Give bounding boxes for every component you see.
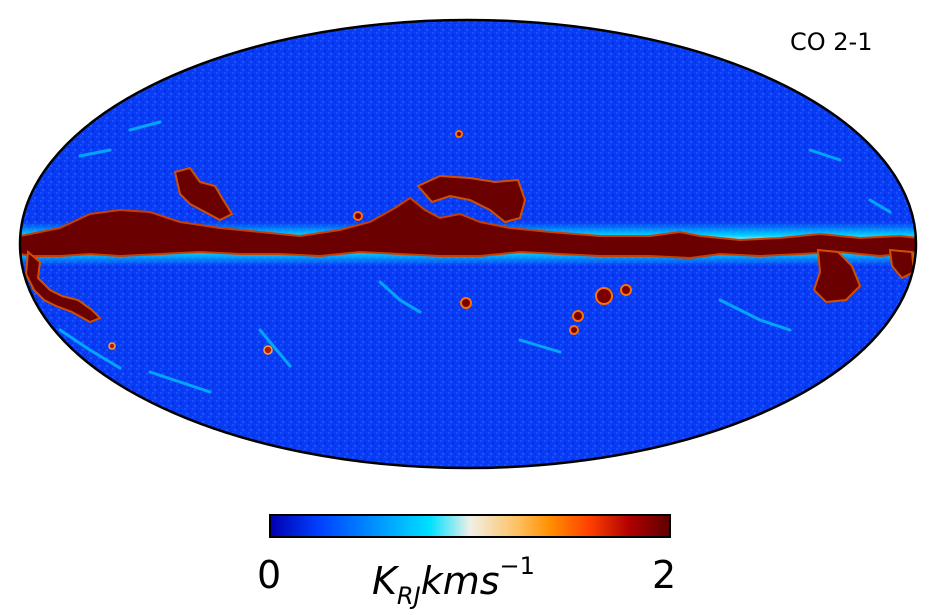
cloud-spot xyxy=(263,345,273,355)
cloud-right-complex xyxy=(812,248,862,304)
map-content xyxy=(20,20,916,468)
colorbar-max-label: 2 xyxy=(652,553,677,597)
faint-filaments xyxy=(58,120,892,394)
map-boundary xyxy=(18,18,918,470)
cloud-spot xyxy=(353,211,363,221)
colorbar-unit-label: KRJkms−1 xyxy=(372,554,535,608)
cloud-spot xyxy=(455,130,463,138)
sky-map xyxy=(18,18,918,470)
galactic-plane xyxy=(20,196,916,260)
cloud-complex-upper-left xyxy=(173,166,234,222)
cloud-spot xyxy=(460,297,472,309)
cloud-far-right xyxy=(888,248,916,280)
map-title: CO 2-1 xyxy=(790,28,873,56)
cloud-upper-center xyxy=(416,174,527,224)
colorbar-gradient xyxy=(271,516,669,536)
unit-subscript: RJ xyxy=(396,582,421,610)
cloud-spot xyxy=(108,342,116,350)
unit-main: K xyxy=(372,559,397,603)
colorbar-min-label: 0 xyxy=(257,553,282,597)
cloud-spot xyxy=(620,284,632,296)
cloud-spot xyxy=(595,287,613,305)
unit-mid: kms xyxy=(420,559,500,603)
cloud-spot xyxy=(572,310,584,322)
cloud-spot xyxy=(569,325,579,335)
unit-superscript: −1 xyxy=(499,552,535,580)
colorbar xyxy=(269,514,671,538)
cloud-complex-left xyxy=(24,250,102,324)
